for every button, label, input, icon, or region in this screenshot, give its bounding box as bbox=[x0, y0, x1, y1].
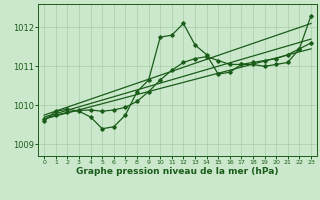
X-axis label: Graphe pression niveau de la mer (hPa): Graphe pression niveau de la mer (hPa) bbox=[76, 167, 279, 176]
